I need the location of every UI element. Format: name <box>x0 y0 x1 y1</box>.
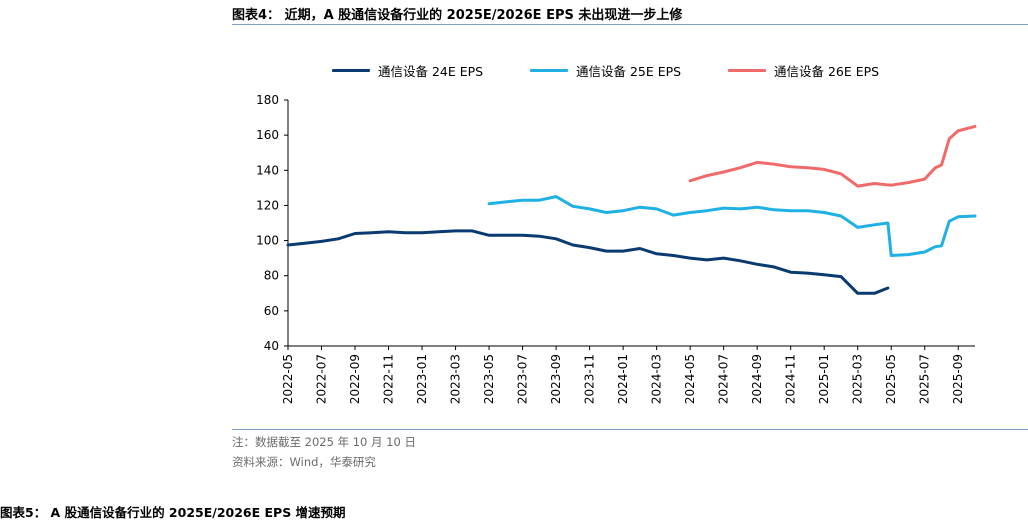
legend-label-25e: 通信设备 25E EPS <box>576 64 682 79</box>
x-tick-label: 2024-05 <box>683 354 697 404</box>
x-tick-label: 2025-03 <box>851 354 865 404</box>
x-tick-label: 2023-09 <box>549 354 563 404</box>
x-tick-label: 2024-07 <box>717 354 731 404</box>
x-tick-label: 2023-01 <box>415 354 429 404</box>
legend-item-24e: 通信设备 24E EPS <box>332 61 483 80</box>
x-tick-label: 2022-07 <box>315 354 329 404</box>
x-tick-label: 2022-09 <box>348 354 362 404</box>
x-tick-label: 2025-05 <box>884 354 898 404</box>
legend-label-26e: 通信设备 26E EPS <box>774 64 880 79</box>
chart-note: 注：数据截至 2025 年 10 月 10 日 <box>232 435 416 449</box>
chart-source: 资料来源：Wind，华泰研究 <box>232 455 376 469</box>
y-tick-label: 160 <box>256 128 279 142</box>
legend-swatch-26e <box>728 69 766 72</box>
series-line-1 <box>487 195 977 257</box>
bottom-rule <box>232 429 1028 430</box>
x-tick-label: 2024-01 <box>616 354 630 404</box>
series-line-0 <box>286 229 890 295</box>
x-tick-label: 2022-05 <box>281 354 295 404</box>
x-tick-label: 2024-11 <box>784 354 798 404</box>
legend-item-25e: 通信设备 25E EPS <box>530 61 681 80</box>
legend-swatch-24e <box>332 69 370 72</box>
legend-item-26e: 通信设备 26E EPS <box>728 61 879 80</box>
x-tick-label: 2023-11 <box>583 354 597 404</box>
y-tick-label: 180 <box>256 93 279 107</box>
x-tick-label: 2025-09 <box>951 354 965 404</box>
legend-label-24e: 通信设备 24E EPS <box>378 64 484 79</box>
y-tick-label: 80 <box>264 269 279 283</box>
y-tick-label: 40 <box>264 339 279 353</box>
legend-swatch-25e <box>530 69 568 72</box>
y-tick-label: 60 <box>264 304 279 318</box>
x-tick-label: 2024-03 <box>650 354 664 404</box>
title-rule <box>232 24 1028 25</box>
x-tick-label: 2024-09 <box>750 354 764 404</box>
y-tick-label: 140 <box>256 163 279 177</box>
x-tick-label: 2025-01 <box>817 354 831 404</box>
y-tick-label: 100 <box>256 234 279 248</box>
x-tick-label: 2025-07 <box>918 354 932 404</box>
x-tick-label: 2022-11 <box>382 354 396 404</box>
x-tick-label: 2023-03 <box>449 354 463 404</box>
figure-title: 图表4： 近期，A 股通信设备行业的 2025E/2026E EPS 未出现进一… <box>232 8 683 23</box>
y-tick-label: 120 <box>256 198 279 212</box>
x-tick-label: 2023-07 <box>516 354 530 404</box>
x-tick-label: 2023-05 <box>482 354 496 404</box>
series-line-2 <box>688 124 977 188</box>
